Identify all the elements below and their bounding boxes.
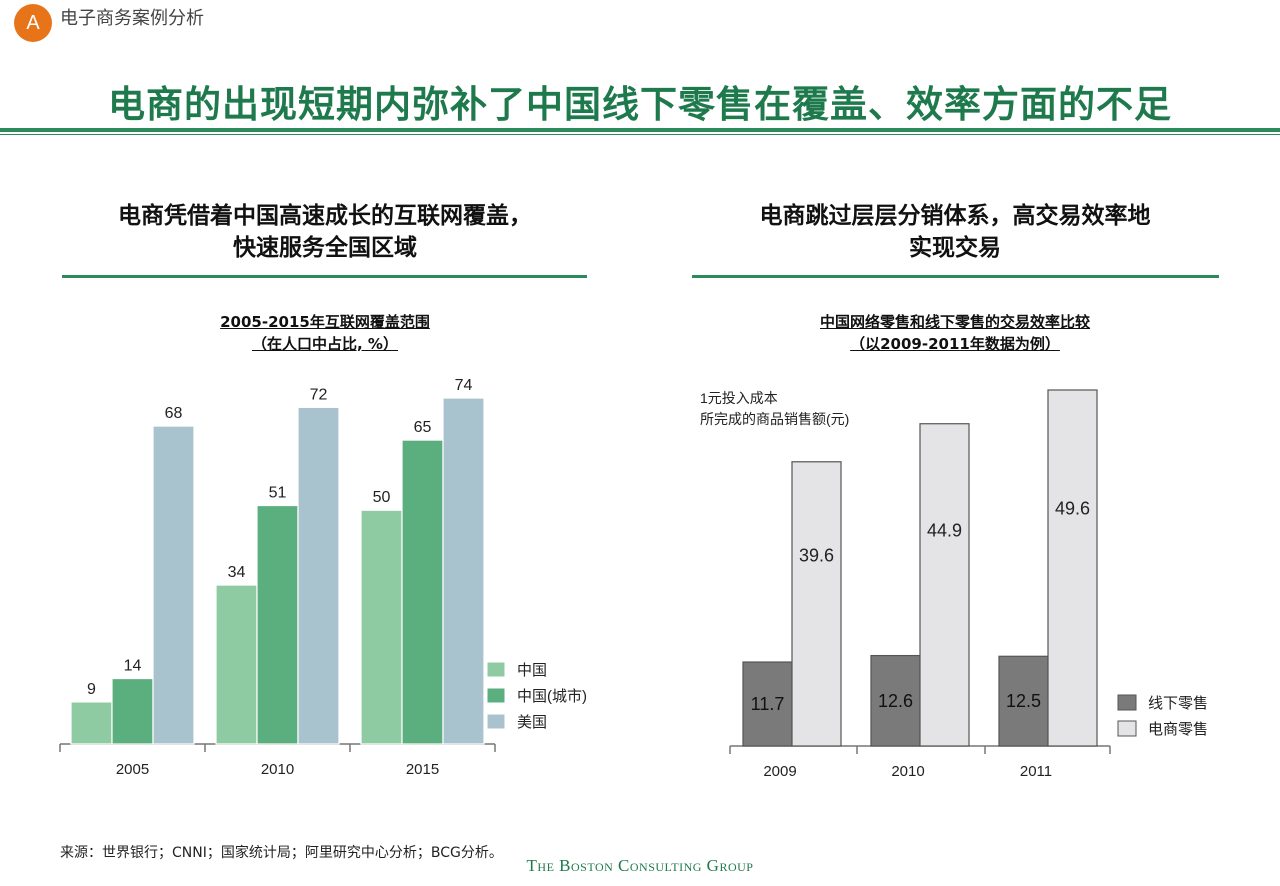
internet-coverage-bar — [442, 397, 485, 745]
internet-coverage-data-label: 50 — [373, 489, 391, 506]
internet-coverage-legend-swatch — [486, 687, 506, 704]
trade-efficiency-category-label: 2010 — [891, 763, 924, 780]
right-chart-subtitle: （以2009-2011年数据为例） — [850, 335, 1060, 353]
internet-coverage-legend-swatch — [486, 661, 506, 678]
right-panel-divider — [692, 275, 1219, 278]
trade-efficiency-data-label: 49.6 — [1055, 499, 1090, 519]
trade-efficiency-bar — [998, 655, 1049, 747]
trade-efficiency-legend-label: 线下零售 — [1148, 695, 1208, 712]
trade-efficiency-bar — [791, 461, 842, 747]
left-chart-subtitle: （在人口中占比, %） — [252, 335, 398, 353]
trade-efficiency-category-label: 2009 — [763, 763, 796, 780]
right-panel-heading: 电商跳过层层分销体系，高交易效率地 实现交易 — [690, 200, 1220, 264]
internet-coverage-bar — [152, 425, 195, 745]
trade-efficiency-annotation-line1: 1元投入成本 — [700, 390, 778, 406]
right-chart-title-block: 中国网络零售和线下零售的交易效率比较 （以2009-2011年数据为例） — [690, 311, 1220, 355]
internet-coverage-legend-label: 中国(城市) — [517, 688, 587, 705]
trade-efficiency-annotation-line2: 所完成的商品销售额(元) — [700, 411, 849, 427]
internet-coverage-data-label: 14 — [124, 658, 142, 675]
section-label: 电子商务案例分析 — [60, 8, 204, 29]
trade-efficiency-data-label: 39.6 — [799, 545, 834, 565]
internet-coverage-bar — [111, 677, 154, 745]
internet-coverage-data-label: 34 — [228, 564, 246, 581]
source-note: 来源：世界银行；CNNI；国家统计局；阿里研究中心分析；BCG分析。 — [60, 845, 503, 861]
internet-coverage-legend-swatch — [486, 713, 506, 730]
left-panel-divider — [62, 275, 587, 278]
trade-efficiency-data-label: 11.7 — [751, 694, 785, 714]
left-chart-title: 2005-2015年互联网覆盖范围 — [220, 313, 430, 331]
internet-coverage-legend-label: 美国 — [517, 714, 547, 731]
internet-coverage-category-label: 2010 — [261, 761, 294, 778]
right-chart-title: 中国网络零售和线下零售的交易效率比较 — [819, 313, 1090, 331]
trade-efficiency-legend-swatch — [1117, 694, 1137, 711]
left-panel-heading: 电商凭借着中国高速成长的互联网覆盖， 快速服务全国区域 — [60, 200, 590, 264]
trade-efficiency-legend-swatch — [1117, 720, 1137, 737]
internet-coverage-bar — [360, 509, 403, 745]
trade-efficiency-category-label: 2011 — [1020, 763, 1052, 780]
trade-efficiency-data-label: 12.6 — [878, 691, 913, 711]
section-badge: A — [14, 4, 52, 42]
internet-coverage-data-label: 65 — [414, 419, 432, 436]
left-heading-line2: 快速服务全国区域 — [233, 235, 417, 261]
trade-efficiency-bar — [870, 654, 921, 747]
internet-coverage-category-label: 2005 — [116, 761, 149, 778]
title-divider-thin — [0, 134, 1280, 135]
right-heading-line1: 电商跳过层层分销体系，高交易效率地 — [759, 203, 1151, 229]
internet-coverage-bar — [256, 504, 299, 745]
left-heading-line1: 电商凭借着中国高速成长的互联网覆盖， — [118, 203, 532, 229]
trade-efficiency-bar — [1047, 389, 1098, 747]
trade-efficiency-data-label: 12.5 — [1006, 691, 1041, 711]
trade-efficiency-chart: 11.7 39.6 2009 12.6 44.9 2010 12.5 49.6 2011 线下零售… — [729, 389, 1208, 780]
trade-efficiency-bar — [742, 661, 793, 747]
internet-coverage-bar — [401, 439, 444, 745]
page-title: 电商的出现短期内弥补了中国线下零售在覆盖、效率方面的不足 — [108, 83, 1172, 126]
internet-coverage-data-label: 9 — [87, 681, 96, 698]
internet-coverage-bar — [215, 584, 258, 745]
internet-coverage-data-label: 74 — [455, 377, 473, 394]
internet-coverage-bar — [297, 406, 340, 745]
title-divider — [0, 128, 1280, 132]
internet-coverage-legend-label: 中国 — [517, 662, 547, 679]
bcg-logo-text: The Boston Consulting Group — [526, 856, 754, 875]
internet-coverage-data-label: 68 — [165, 405, 183, 422]
trade-efficiency-data-label: 44.9 — [927, 521, 962, 541]
internet-coverage-category-label: 2015 — [406, 761, 439, 778]
right-heading-line2: 实现交易 — [909, 235, 1001, 261]
internet-coverage-data-label: 51 — [269, 485, 287, 502]
left-chart-title-block: 2005-2015年互联网覆盖范围 （在人口中占比, %） — [60, 311, 590, 355]
internet-coverage-bar — [70, 701, 113, 745]
trade-efficiency-bar — [919, 423, 970, 747]
trade-efficiency-legend-label: 电商零售 — [1148, 721, 1208, 738]
internet-coverage-data-label: 72 — [310, 386, 328, 403]
